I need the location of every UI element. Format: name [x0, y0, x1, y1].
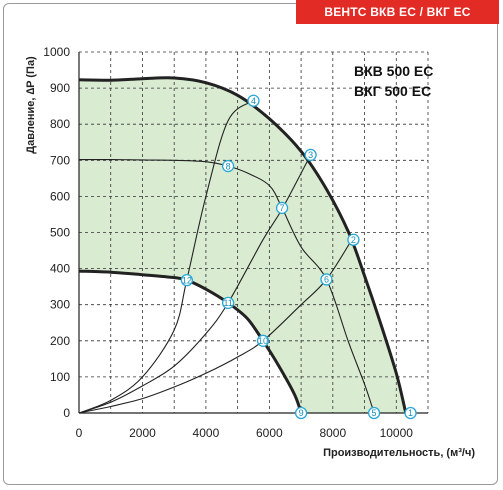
y-tick-label: 400 — [50, 262, 70, 276]
point-label-6: 6 — [324, 275, 329, 285]
y-tick-label: 100 — [50, 370, 70, 384]
point-marker-11 — [221, 296, 235, 310]
series-line-6 — [78, 239, 353, 414]
y-tick-label: 200 — [50, 334, 70, 348]
y-tick-label: 800 — [50, 117, 70, 131]
point-marker-9 — [294, 406, 308, 420]
point-label-11: 11 — [223, 298, 232, 308]
point-label-1: 1 — [408, 408, 413, 418]
point-label-12: 12 — [182, 275, 192, 285]
point-label-3: 3 — [308, 150, 313, 160]
y-tick-label: 900 — [50, 81, 70, 95]
point-marker-12 — [180, 274, 194, 287]
y-tick-label: 300 — [50, 298, 70, 312]
point-marker-7 — [275, 201, 289, 215]
point-label-8: 8 — [226, 161, 231, 171]
series-line-5 — [78, 154, 312, 414]
x-tick-label: 10000 — [380, 426, 414, 440]
x-axis-label: Производительность, (м³/ч) — [323, 447, 475, 459]
point-label-7: 7 — [280, 203, 285, 213]
point-marker-4 — [247, 94, 260, 107]
x-tick-label: 0 — [76, 426, 83, 440]
model-label-2: ВКГ 500 ЕС — [354, 83, 431, 99]
point-label-4: 4 — [251, 96, 256, 106]
fill-region — [79, 77, 406, 414]
point-marker-6 — [320, 273, 333, 286]
y-axis-label: Давление, ∆P (Па) — [25, 56, 37, 154]
point-marker-1 — [404, 406, 417, 420]
y-tick-label: 1000 — [43, 45, 70, 59]
y-tick-label: 500 — [50, 226, 70, 240]
x-tick-label: 4000 — [193, 426, 220, 440]
header-badge: ВЕНТС ВКВ ЕС / ВКГ ЕС — [296, 0, 499, 24]
chart-frame — [3, 3, 498, 485]
y-tick-label: 700 — [50, 153, 70, 167]
point-label-5: 5 — [372, 408, 377, 418]
point-label-10: 10 — [258, 336, 268, 346]
point-marker-2 — [347, 233, 360, 246]
series-group — [78, 76, 408, 414]
point-label-9: 9 — [299, 408, 304, 418]
series-line-4 — [78, 100, 254, 414]
point-marker-5 — [367, 406, 381, 420]
ticks-group: 0 2000 4000 6000 8000 10000 0 100 200 300 400 500 60… — [43, 45, 413, 440]
y-tick-label: 600 — [50, 189, 70, 203]
x-tick-label: 8000 — [319, 426, 346, 440]
y-tick-label: 0 — [63, 406, 70, 420]
series-line-2 — [78, 159, 375, 414]
series-line-3 — [78, 269, 303, 414]
operating-area — [79, 77, 406, 414]
x-tick-label: 2000 — [129, 426, 156, 440]
point-marker-3 — [304, 148, 317, 162]
model-label-1: ВКВ 500 ЕС — [354, 63, 433, 79]
point-marker-8 — [221, 159, 235, 173]
x-tick-label: 6000 — [256, 426, 283, 440]
point-label-2: 2 — [351, 235, 356, 245]
point-marker-10 — [256, 334, 270, 347]
series-line-1 — [78, 76, 408, 414]
